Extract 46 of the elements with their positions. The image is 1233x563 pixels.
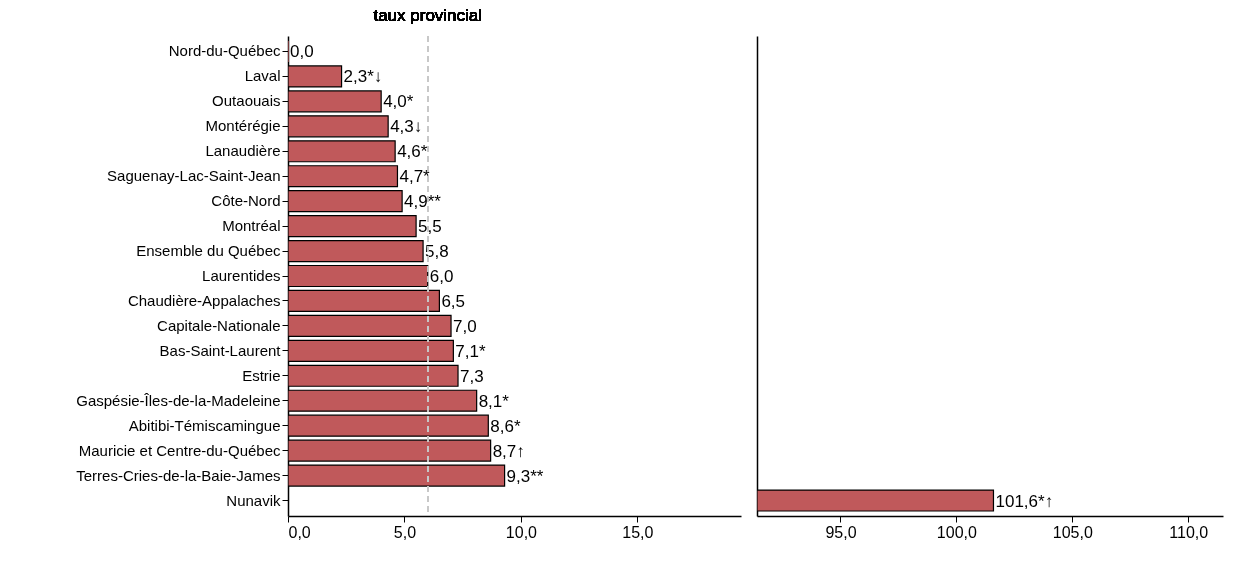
ref-line-label: taux provincial <box>373 6 483 25</box>
x-tick-label: 95,0 <box>825 523 857 541</box>
y-tick-label: Nord-du-Québec <box>168 42 281 60</box>
x-tick-label: 5,0 <box>393 523 417 541</box>
data-label: 4,6* <box>397 142 428 162</box>
y-tick-label: Laurentides <box>202 267 281 284</box>
data-label: 6,5 <box>441 291 466 311</box>
x-tick-label: 10,0 <box>505 523 538 541</box>
data-label: 8,1* <box>478 391 510 411</box>
data-label: 6,0 <box>429 267 454 286</box>
y-tick-label: Mauricie et Centre-du-Québec <box>78 441 281 459</box>
x-tick-label: 110,0 <box>1169 523 1209 541</box>
data-label: 2,3*↓ <box>343 67 383 87</box>
y-tick-label: Bas-Saint-Laurent <box>159 341 282 359</box>
data-label: 9,3** <box>506 466 544 486</box>
y-tick-label: Lanaudière <box>205 142 281 160</box>
data-label: 7,0 <box>453 316 477 336</box>
data-label: 101,6*↑ <box>995 491 1054 511</box>
x-tick-label: 0,0 <box>288 523 311 541</box>
y-tick-label: Terres-Cries-de-la-Baie-James <box>76 466 281 484</box>
data-label: 4,3↓ <box>390 117 423 137</box>
y-tick-label: Ensemble du Québec <box>136 242 281 260</box>
data-label: 8,7↑ <box>492 441 525 461</box>
y-tick-label: Outaouais <box>212 92 281 110</box>
y-tick-label: Laval <box>244 67 281 85</box>
y-tick-label: Gaspésie-Îles-de-la-Madeleine <box>76 391 281 409</box>
x-tick-label: 105,0 <box>1052 523 1093 541</box>
data-label: 4,9** <box>404 192 442 212</box>
y-tick-label: Nunavik <box>226 491 281 509</box>
data-label: 0,0 <box>290 42 314 62</box>
y-tick-label: Chaudière-Appalaches <box>127 291 281 309</box>
y-tick-label: Montréal <box>222 217 281 235</box>
x-tick-label: 15,0 <box>622 523 654 541</box>
y-tick-label: Abitibi-Témiscamingue <box>128 416 281 434</box>
y-tick-label: Côte-Nord <box>211 192 281 210</box>
y-tick-label: Estrie <box>242 366 281 384</box>
data-label: 4,7* <box>399 167 431 187</box>
y-tick-label: Montérégie <box>205 117 281 135</box>
data-label: 5,5 <box>418 217 442 237</box>
y-tick-label: Saguenay-Lac-Saint-Jean <box>107 167 281 185</box>
data-label: 7,3 <box>460 366 484 386</box>
x-tick-label: 100,0 <box>936 523 977 541</box>
data-label: 7,1* <box>455 341 486 361</box>
data-label: 4,0* <box>383 92 414 112</box>
data-label: 8,6* <box>490 416 521 436</box>
y-tick-label: Capitale-Nationale <box>157 316 281 334</box>
